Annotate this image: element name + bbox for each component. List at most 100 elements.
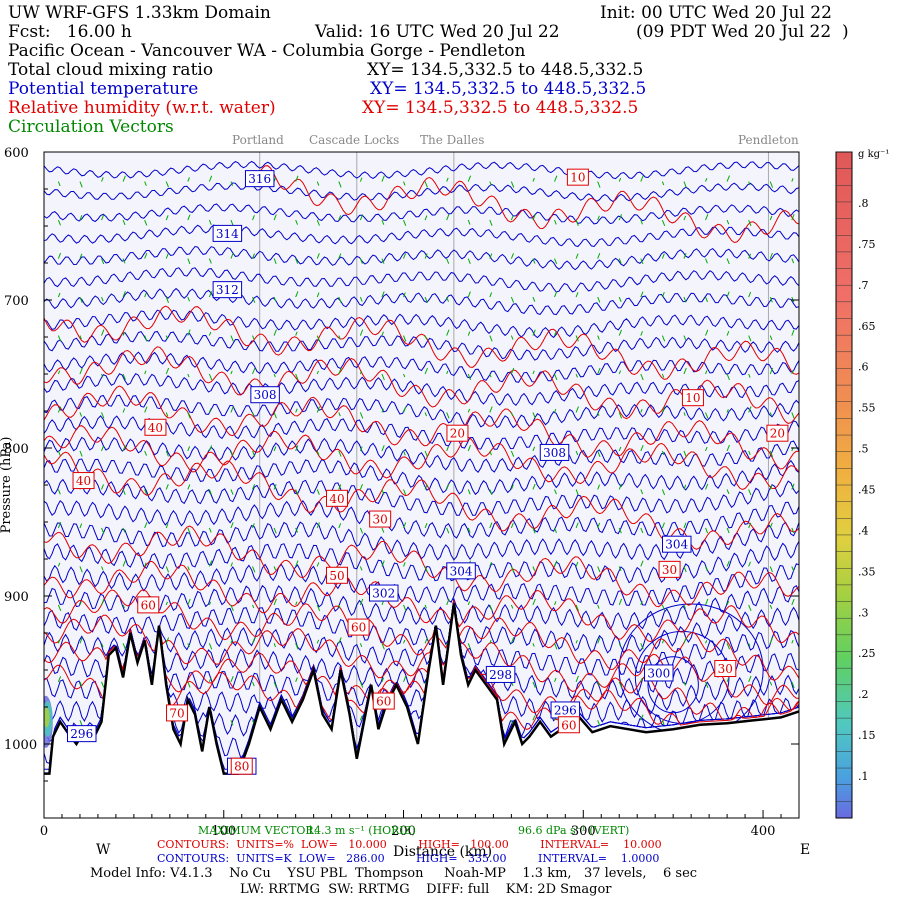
circulation-vector [597,253,601,259]
circulation-vector [403,522,407,529]
circulation-vector [748,253,752,259]
circulation-vector [79,637,83,644]
circulation-vector [122,331,125,336]
circulation-vector [79,296,83,304]
circulation-vector [489,406,493,413]
circulation-vector [187,177,190,182]
circulation-vector [57,219,61,226]
x-axis-title: Distance (km) [393,844,493,860]
circulation-vector [208,489,212,495]
circulation-vector [705,329,709,336]
theta-contour [44,330,799,361]
circulation-vector [403,639,406,644]
circulation-vector [338,296,342,303]
circulation-vector [208,219,212,226]
theta-contour-info: CONTOURS: UNITS=K LOW= 286.00 HIGH= 335.… [157,852,660,865]
circulation-vector [316,181,320,186]
circulation-vector [359,329,364,336]
circulation-vector [446,527,450,534]
circulation-vector [748,522,752,529]
circulation-vector [252,253,255,259]
circulation-vector [295,291,299,298]
circulation-vector [359,446,363,452]
circulation-vector [467,331,471,336]
theta-contour-label: 300 [647,666,670,680]
circulation-vector [532,643,535,647]
circulation-vector [532,715,536,721]
theta-contour-label: 304 [665,538,688,552]
circulation-vector [187,258,191,265]
circulation-vector [575,522,579,529]
circulation-vector [424,522,428,529]
field-rh-name: Relative humidity (w.r.t. water) [8,98,276,118]
circulation-vector [791,214,795,221]
colorbar-tick-label: .5 [858,443,869,456]
theta-contour-label: 308 [254,388,277,402]
rh-contour-label: 60 [376,695,391,709]
circulation-vector [618,681,623,688]
circulation-vector [381,560,385,567]
circulation-vector [618,412,623,419]
circulation-vector [661,720,665,725]
circulation-vector [359,566,363,571]
circulation-vector [359,598,364,606]
circulation-vector [359,715,363,721]
circulation-vector [575,604,579,612]
circulation-vector [230,522,234,529]
theta-contour-label: 314 [216,227,239,241]
circulation-vector [446,412,450,419]
rh-contour [44,305,799,380]
circulation-vector [208,527,212,533]
theta-contour [44,267,799,293]
circulation-vector [618,446,622,452]
circulation-vector [748,373,751,378]
theta-contour [44,598,799,654]
circulation-vector [597,604,600,609]
circulation-vector [359,484,363,490]
circulation-vector [726,444,730,452]
theta-contour [44,499,799,539]
circulation-vector [424,566,428,573]
circulation-vector [683,637,687,644]
colorbar-tick-label: .75 [858,238,876,251]
circulation-vector [187,484,191,490]
rh-contour-label: 60 [351,621,366,635]
circulation-vector [424,296,428,303]
circulation-vector [769,681,773,686]
circulation-vector [640,291,644,298]
circulation-vector [316,370,319,375]
circulation-vector [208,331,212,336]
circulation-vector [489,639,492,644]
circulation-vector [640,527,644,534]
circulation-vector [489,181,492,186]
circulation-vector [791,412,795,419]
circulation-vector [446,370,449,375]
circulation-vector [165,215,169,221]
theta-contour [44,287,799,316]
circulation-vector [683,484,687,490]
theta-contour-label: 296 [554,703,577,717]
circulation-vector [295,489,299,495]
circulation-vector [683,181,687,188]
rh-contour-label: 20 [450,427,465,441]
circulation-vector [316,604,321,612]
circulation-vector [338,181,342,188]
circulation-vector [122,560,126,567]
circulation-vector [791,598,795,606]
circulation-vector [705,681,709,688]
circulation-vector [597,181,601,188]
circulation-vector [510,522,514,529]
circulation-vector [252,335,255,340]
circulation-vector [467,643,472,650]
circulation-vector [359,681,364,688]
circulation-vector [640,600,643,606]
circulation-vector [510,604,514,609]
circulation-vector [705,566,708,572]
x-tick-label: 300 [571,824,596,839]
field-vectors-name: Circulation Vectors [8,117,174,137]
colorbar-tick-label: .65 [858,320,876,333]
circulation-vector [403,253,407,259]
theta-contour [44,598,799,676]
circulation-vector [446,214,450,221]
circulation-vector [381,489,385,495]
